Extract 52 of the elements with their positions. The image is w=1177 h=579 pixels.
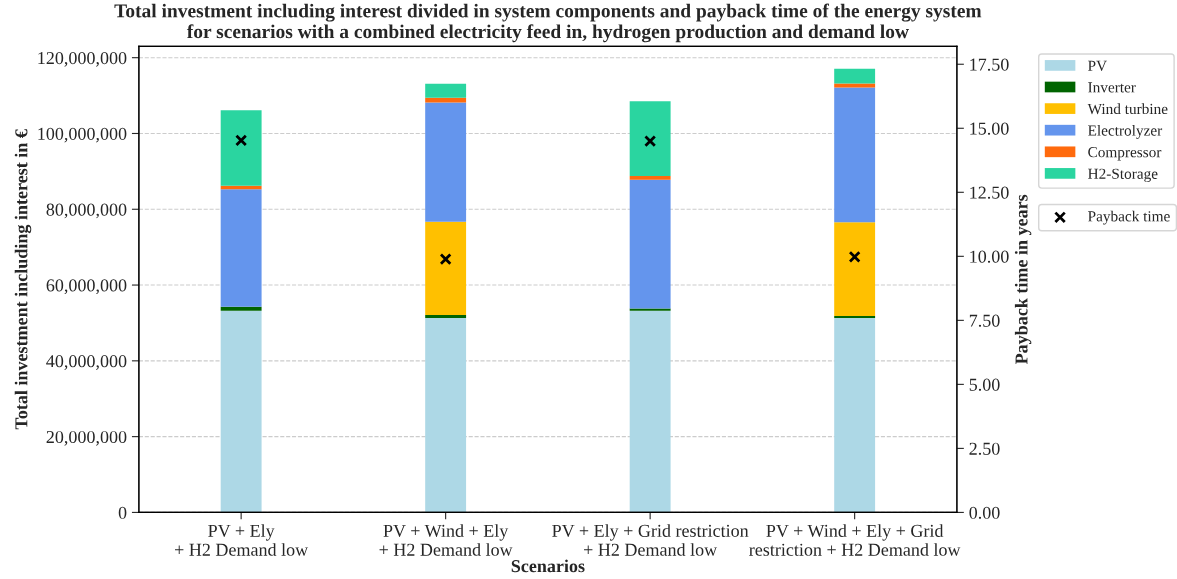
bar: [834, 222, 876, 317]
bar: [834, 318, 876, 513]
bar: [220, 189, 262, 307]
bar: [834, 68, 876, 84]
legend-label: Compressor: [1088, 147, 1162, 161]
bar: [425, 318, 467, 513]
legend-label: H2-Storage: [1088, 168, 1158, 183]
y-tick-label: 80,000,000: [46, 203, 127, 219]
y2-tick-label: 15.00: [970, 122, 1009, 135]
bar: [425, 314, 467, 319]
y2-tick-label: 7.50: [969, 314, 1000, 327]
y2-tick-label: 12.50: [970, 186, 1009, 199]
bar: [220, 110, 262, 186]
y2-tick-label: 10.00: [970, 250, 1009, 263]
y-tick-label: 60,000,000: [46, 279, 127, 295]
y2-tick-label: 2.50: [969, 442, 1000, 455]
bar: [629, 310, 671, 513]
legend-label: Payback time: [1088, 210, 1170, 225]
bar: [834, 83, 876, 88]
legend-label: Electrolyzer: [1088, 124, 1163, 139]
chart-title: Total investment including interest divided in system components and payback time of the energy system for scenarios with a combined electricity feed in, hydrogen production and demand low: [114, 3, 982, 43]
point: [235, 134, 248, 147]
legend-label: PV: [1088, 60, 1107, 71]
bar: [834, 87, 876, 223]
legend-label: Inverter: [1088, 82, 1136, 93]
y-tick-label: 40,000,000: [46, 355, 127, 370]
y2-tick-label: 17.50: [970, 58, 1009, 71]
bar: [629, 101, 671, 176]
y2-tick-label: 5.00: [969, 378, 1000, 391]
bar: [220, 310, 262, 513]
x-tick-label: PV + Wind + Ely + H2 Demand low: [379, 524, 513, 556]
y-tick-label: 100,000,000: [38, 127, 127, 143]
y-tick-label: 120,000,000: [38, 51, 127, 67]
bar: [629, 175, 671, 180]
y-tick-label: 20,000,000: [46, 430, 127, 446]
legend-label: Wind turbine: [1087, 103, 1168, 115]
x-tick-label: PV + Ely + H2 Demand low: [175, 524, 309, 556]
x-axis-title: Scenarios: [511, 559, 585, 573]
y2-axis-title: Payback time in years: [1014, 194, 1032, 365]
y2-tick-label: 0.00: [969, 506, 1000, 519]
x-tick-label: PV + Ely + Grid restriction + H2 Demand low: [552, 524, 749, 556]
point: [848, 250, 861, 263]
bar: [425, 102, 467, 222]
point: [644, 135, 657, 148]
bar: [425, 83, 467, 98]
bar: [425, 221, 467, 315]
y-axis-title: Total investment including interest in €: [14, 129, 32, 430]
y-tick-label: 0: [118, 506, 127, 519]
bar: [629, 179, 671, 309]
x-tick-label: PV + Wind + Ely + Grid restriction + H2 Demand low: [749, 524, 961, 556]
bar: [220, 306, 262, 311]
point: [439, 253, 452, 266]
